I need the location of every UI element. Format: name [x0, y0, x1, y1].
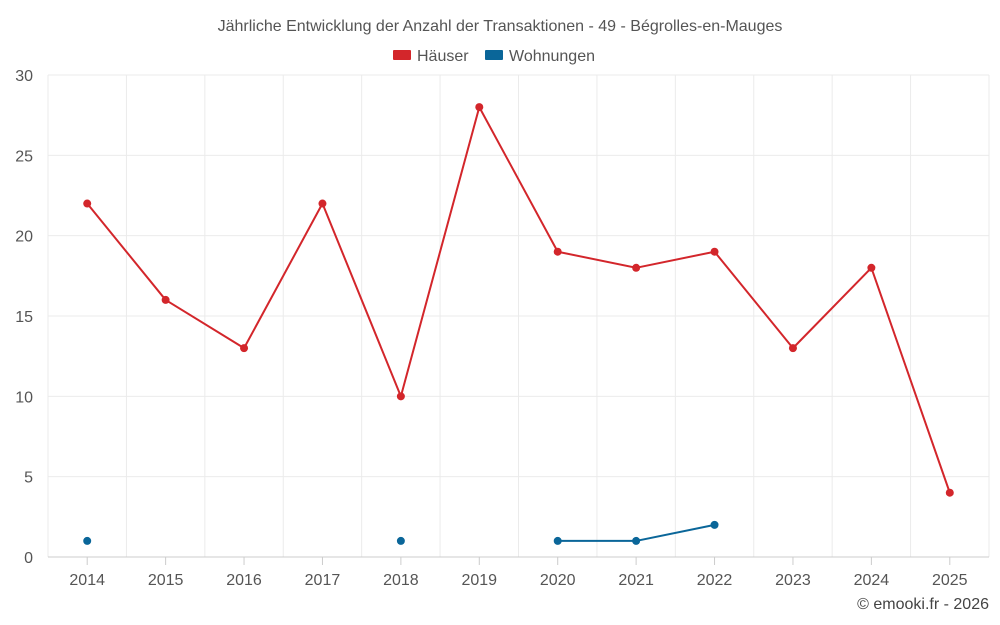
x-tick-label: 2017: [305, 572, 341, 589]
data-point-haeuser[interactable]: [240, 344, 249, 353]
y-tick-label: 15: [15, 309, 33, 326]
y-tick-label: 30: [15, 68, 33, 85]
x-tick-label: 2024: [854, 572, 890, 589]
data-point-haeuser[interactable]: [867, 263, 876, 272]
legend-item-wohnungen[interactable]: Wohnungen: [485, 48, 595, 65]
series: [83, 103, 954, 545]
x-tick-label: 2025: [932, 572, 968, 589]
data-point-haeuser[interactable]: [945, 488, 954, 497]
y-tick-label: 25: [15, 148, 33, 165]
x-tick-label: 2022: [697, 572, 733, 589]
data-point-wohnungen[interactable]: [83, 536, 92, 545]
legend-item-haeuser[interactable]: Häuser: [393, 48, 469, 65]
data-point-haeuser[interactable]: [318, 199, 327, 208]
legend-swatch-haeuser: [393, 50, 411, 60]
legend-swatch-wohnungen: [485, 50, 503, 60]
series-haeuser: [83, 103, 954, 497]
data-point-wohnungen[interactable]: [553, 536, 562, 545]
legend[interactable]: Häuser Wohnungen: [393, 48, 595, 65]
chart-title: Jährliche Entwicklung der Anzahl der Tra…: [218, 18, 783, 35]
x-tick-label: 2021: [618, 572, 654, 589]
legend-label-haeuser: Häuser: [417, 48, 469, 65]
x-tick-label: 2014: [69, 572, 105, 589]
data-point-haeuser[interactable]: [83, 199, 92, 208]
y-tick-label: 20: [15, 229, 33, 246]
data-point-haeuser[interactable]: [710, 247, 719, 256]
data-point-wohnungen[interactable]: [396, 536, 405, 545]
credit-text: © emooki.fr - 2026: [857, 596, 989, 613]
legend-label-wohnungen: Wohnungen: [509, 48, 595, 65]
x-tick-label: 2018: [383, 572, 419, 589]
data-point-haeuser[interactable]: [553, 247, 562, 256]
data-point-haeuser[interactable]: [475, 103, 484, 112]
y-tick-label: 5: [24, 470, 33, 487]
data-point-haeuser[interactable]: [161, 295, 170, 304]
y-tick-label: 0: [24, 550, 33, 567]
x-tick-label: 2015: [148, 572, 184, 589]
series-line-haeuser: [86, 106, 951, 494]
x-tick-label: 2019: [461, 572, 497, 589]
data-point-wohnungen[interactable]: [632, 536, 641, 545]
data-point-haeuser[interactable]: [632, 263, 641, 272]
y-tick-label: 10: [15, 389, 33, 406]
series-wohnungen: [83, 520, 719, 545]
data-point-haeuser[interactable]: [788, 344, 797, 353]
data-point-wohnungen[interactable]: [710, 520, 719, 529]
x-tick-label: 2020: [540, 572, 576, 589]
grid: [47, 74, 990, 557]
data-point-haeuser[interactable]: [396, 392, 405, 401]
x-tick-label: 2016: [226, 572, 262, 589]
x-tick-label: 2023: [775, 572, 811, 589]
